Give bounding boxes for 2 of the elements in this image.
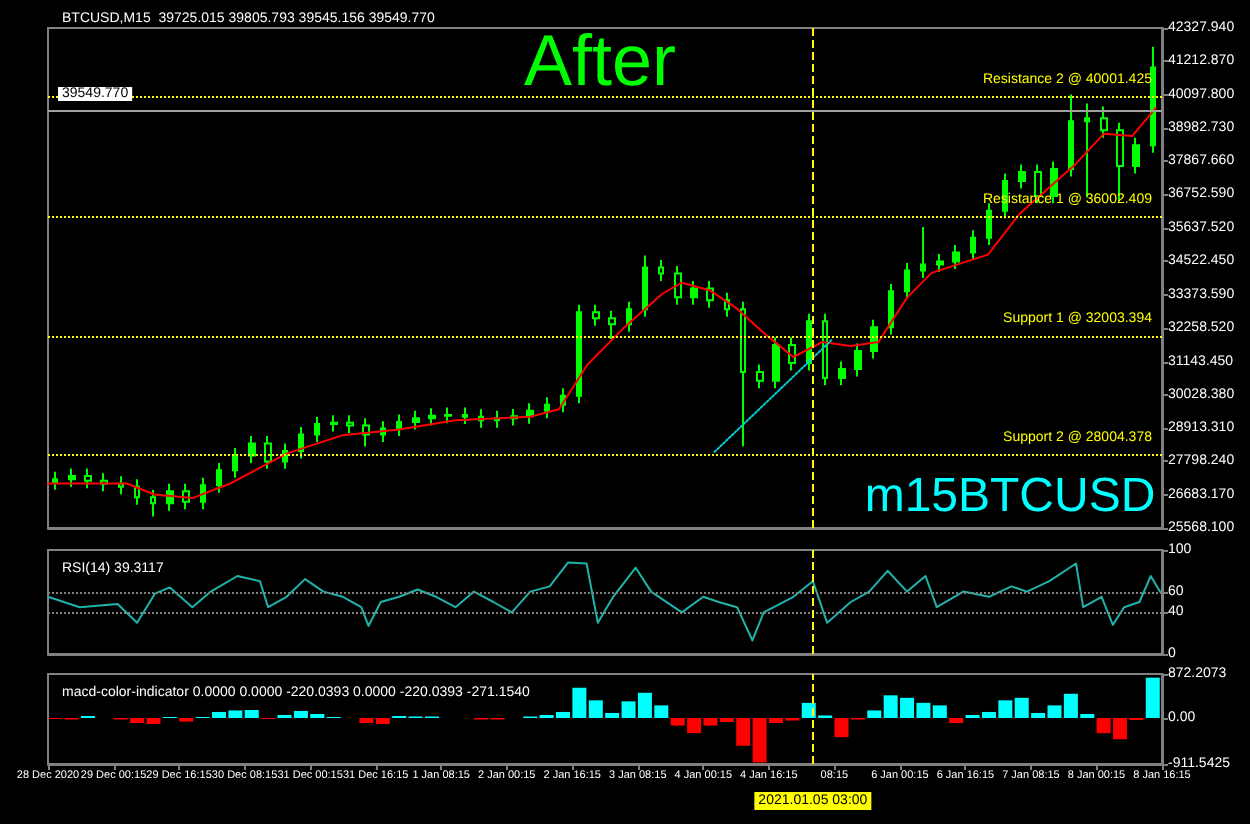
annotation: After <box>523 19 677 101</box>
annotation: m15BTCUSD <box>864 469 1156 523</box>
